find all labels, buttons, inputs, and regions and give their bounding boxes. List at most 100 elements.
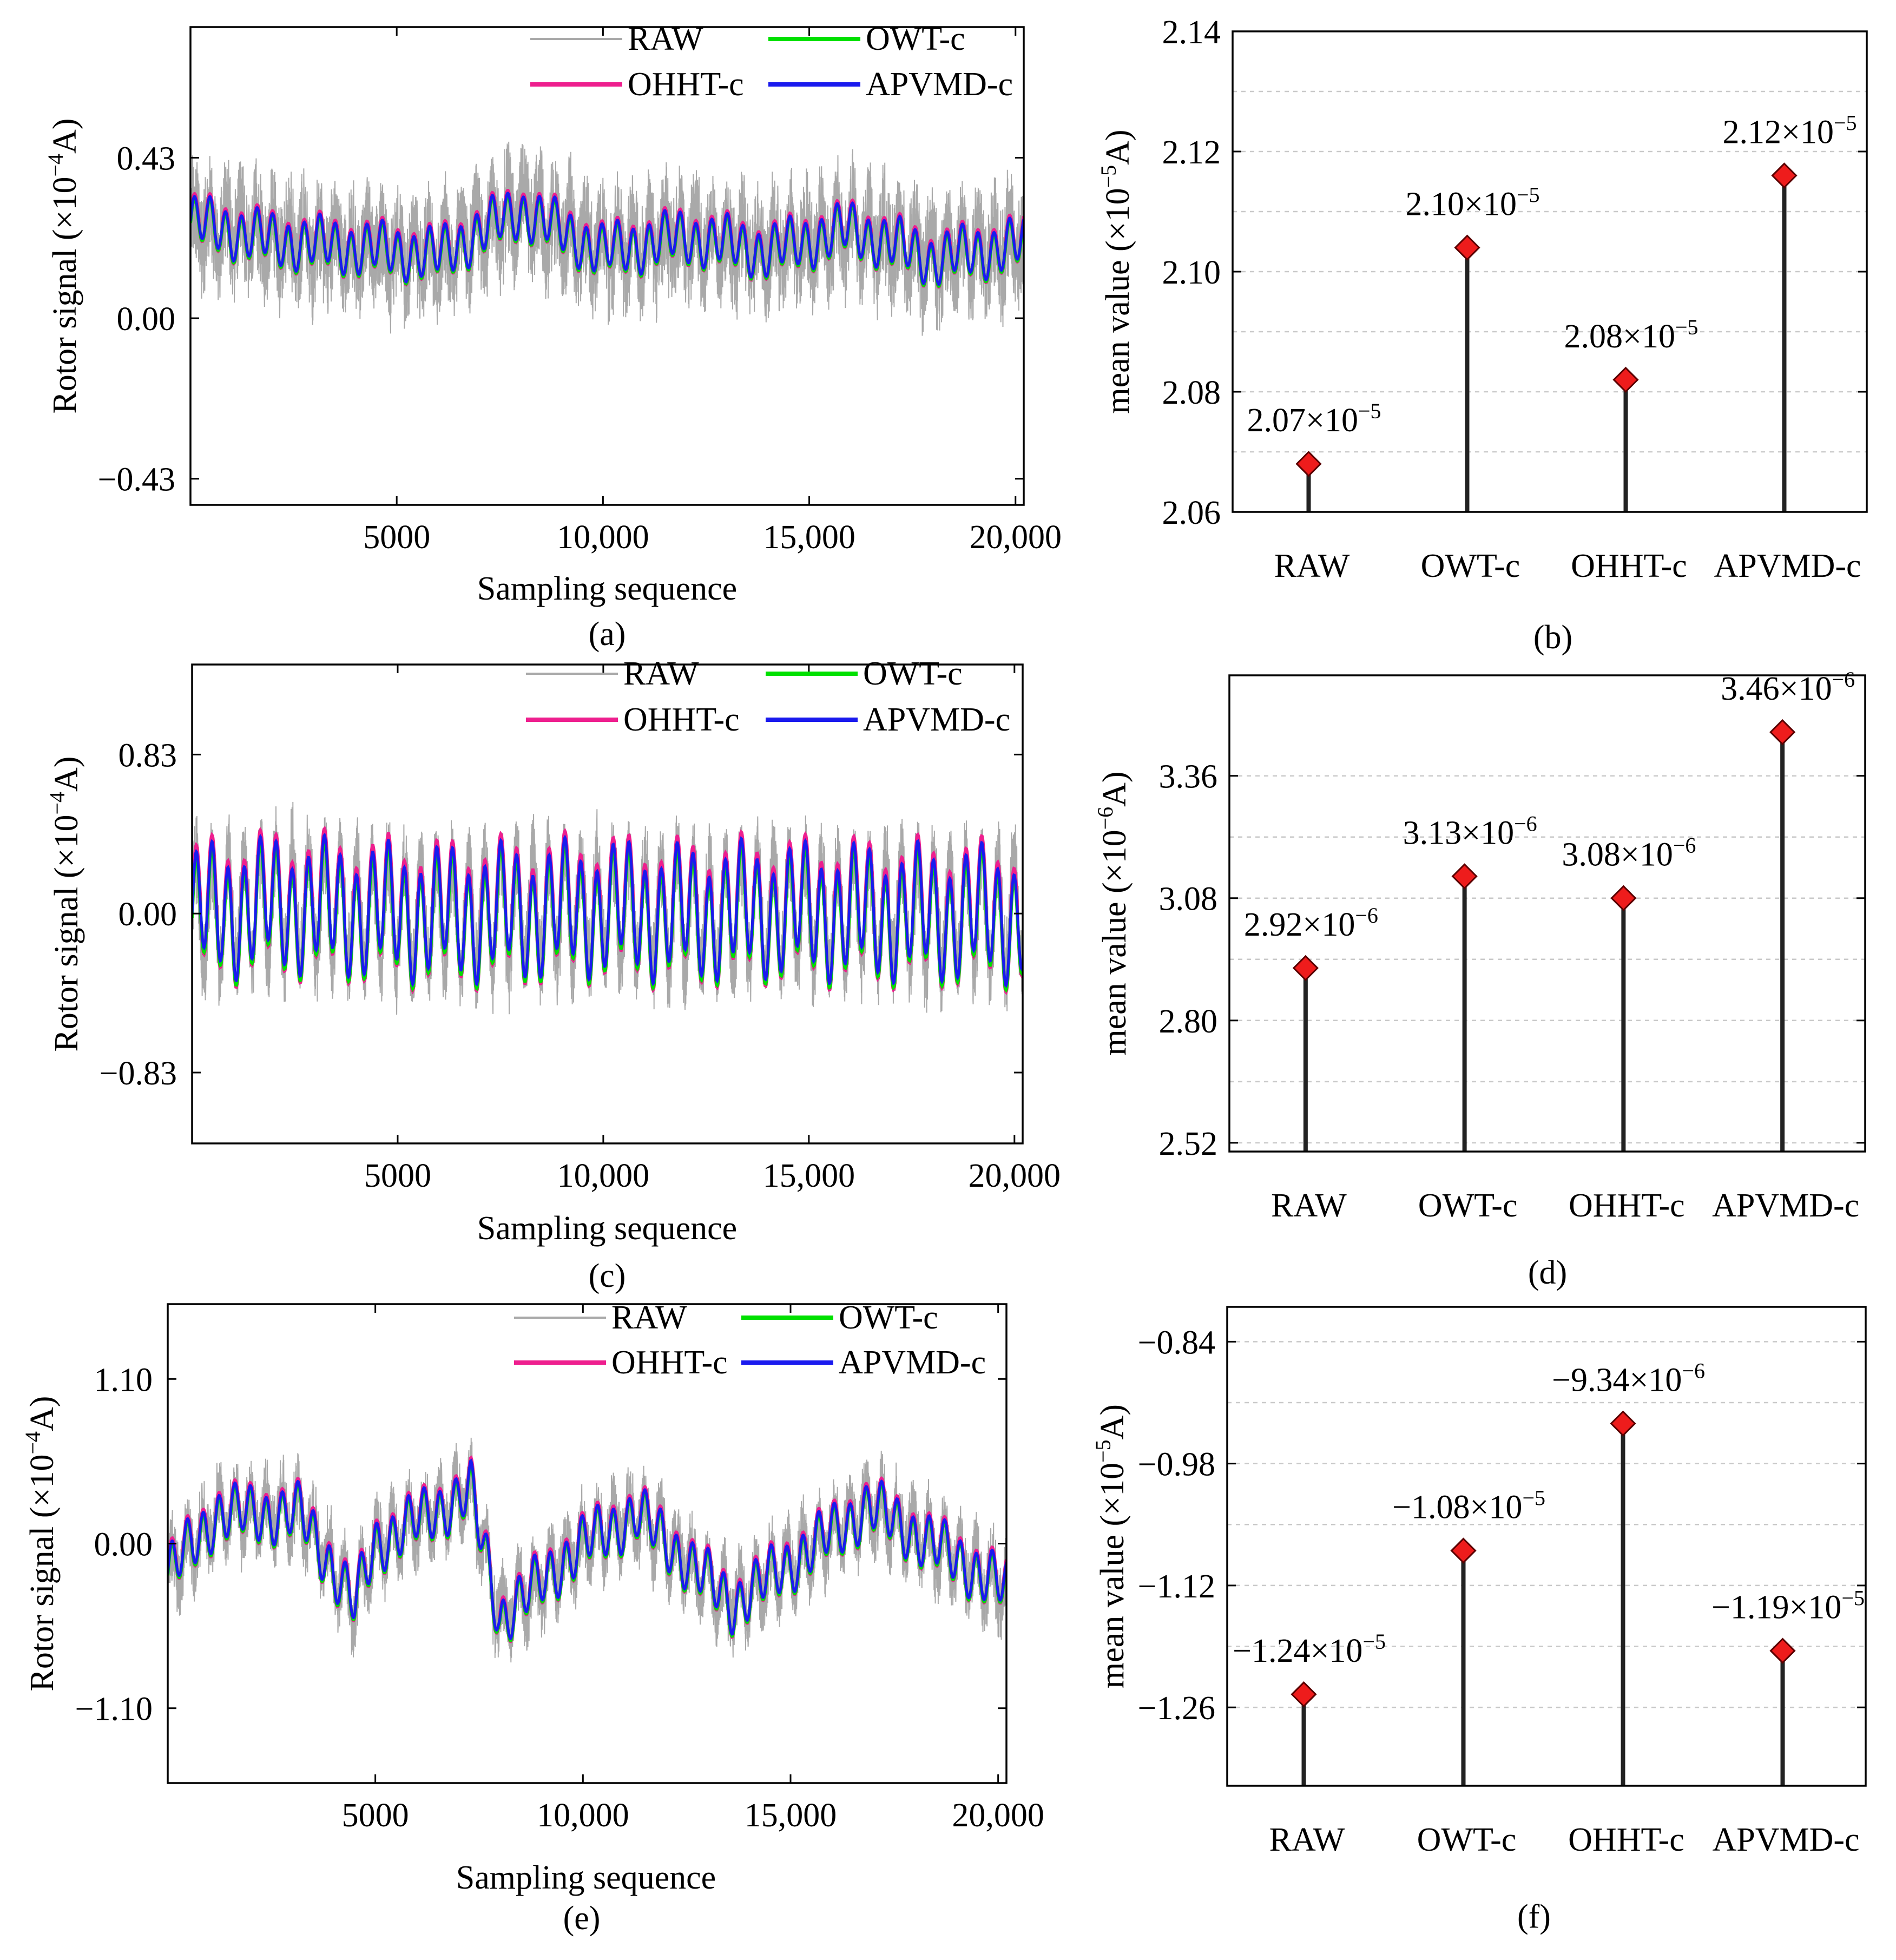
plot-frame xyxy=(191,663,1024,1145)
y-tick-label: 2.14 xyxy=(1162,14,1221,51)
value-label-OWT-c-mantissa: 3.13×10 xyxy=(1403,814,1514,851)
x-tick-label: 5000 xyxy=(363,519,430,556)
value-label-RAW: 2.92×10−6 xyxy=(1244,903,1378,943)
legend-label-ohht: OHHT-c xyxy=(623,701,740,738)
marker-RAW xyxy=(1292,955,1319,982)
y-axis-title-text-exponent: −4 xyxy=(45,792,69,815)
panel-a: 0.43 0.00 −0.43 5000 10,000 15,000 20,000 Sampl… xyxy=(43,21,1062,653)
value-label-OHHT-c: −9.34×10−6 xyxy=(1552,1359,1705,1399)
value-label-APVMD-c: 3.46×10−6 xyxy=(1721,667,1855,707)
x-tick-label: 20,000 xyxy=(969,1157,1061,1194)
x-tick-label: OHHT-c xyxy=(1569,1187,1685,1224)
panel-d: 2.92×10−6RAW3.13×10−6OWT-c3.08×10−6OHHT-… xyxy=(1093,667,1866,1291)
x-axis-title: Sampling sequence xyxy=(477,1210,737,1247)
y-tick-label: 1.10 xyxy=(94,1362,153,1398)
marker-APVMD-c xyxy=(1771,162,1798,189)
value-label-APVMD-c-mantissa: 2.12×10 xyxy=(1722,114,1833,150)
legend-item-raw: RAW xyxy=(526,655,699,692)
marker-APVMD-c xyxy=(1769,1637,1796,1664)
y-tick-label: 2.52 xyxy=(1159,1126,1218,1162)
legend-label-ohht: OHHT-c xyxy=(628,66,744,103)
value-label-OHHT-c: 2.08×10−5 xyxy=(1564,315,1698,355)
y-tick-label: 2.80 xyxy=(1159,1003,1218,1040)
y-axis-title-text: Rotor signal (×10−4A) xyxy=(21,1396,61,1692)
y-tick-label: −0.43 xyxy=(98,462,175,498)
y-tick-label: 3.36 xyxy=(1159,759,1218,795)
y-tick-label: 2.12 xyxy=(1162,134,1221,171)
panel-label: (c) xyxy=(589,1258,626,1294)
y-axis-title-text: mean value (×10−5A) xyxy=(1096,129,1136,413)
y-axis-title-text: mean value (×10−5A) xyxy=(1091,1404,1131,1688)
y-tick-label: −1.10 xyxy=(75,1691,153,1728)
value-label-OWT-c: 2.10×10−5 xyxy=(1405,183,1539,223)
legend-label-owt: OWT-c xyxy=(863,655,963,692)
panel-label: (f) xyxy=(1517,1898,1551,1935)
x-axis-title: Sampling sequence xyxy=(456,1859,716,1896)
plot-frame xyxy=(189,26,1025,506)
y-axis-title: mean value (×10−6A) xyxy=(1093,771,1133,1055)
y-tick-label: 0.00 xyxy=(119,896,177,933)
y-tick-label: 0.43 xyxy=(117,140,176,177)
y-tick-label: −0.83 xyxy=(100,1055,177,1092)
legend-item-owt: OWT-c xyxy=(768,21,965,57)
x-tick-label: APVMD-c xyxy=(1712,1821,1859,1858)
y-tick-label: 0.83 xyxy=(119,737,177,774)
value-label-APVMD-c-mantissa: 3.46×10 xyxy=(1721,670,1832,707)
panel-label: (a) xyxy=(589,616,626,653)
x-tick-label: 20,000 xyxy=(952,1797,1044,1834)
value-label-OWT-c-mantissa: 2.10×10 xyxy=(1405,186,1516,223)
legend-item-apvmd: APVMD-c xyxy=(741,1344,986,1381)
y-tick-label: 0.00 xyxy=(117,301,176,338)
x-axis-title: Sampling sequence xyxy=(477,570,737,607)
plot-area xyxy=(168,1437,1006,1663)
y-axis-title-text-tail: A) xyxy=(47,119,83,154)
legend-item-owt: OWT-c xyxy=(766,655,963,692)
value-label-OHHT-c: 3.08×10−6 xyxy=(1562,833,1696,873)
y-tick-label: −1.12 xyxy=(1138,1568,1215,1605)
y-axis-title-text-mantissa: Rotor signal (×10 xyxy=(48,815,85,1052)
y-tick-label: −0.98 xyxy=(1138,1446,1215,1483)
y-axis-title-text: Rotor signal (×10−4A) xyxy=(43,119,83,414)
marker-OHHT-c xyxy=(1612,366,1639,393)
x-tick-label: OWT-c xyxy=(1421,548,1520,584)
series-apvmd-line xyxy=(168,1458,1006,1640)
y-tick-label: 2.06 xyxy=(1162,495,1221,531)
y-axis-title: mean value (×10−5A) xyxy=(1091,1404,1131,1688)
value-label-APVMD-c-exponent: −6 xyxy=(1832,667,1855,692)
y-tick-label: 2.08 xyxy=(1162,374,1221,411)
series-apvmd-line xyxy=(190,192,1024,286)
series-raw-line xyxy=(168,1437,1006,1663)
value-label-APVMD-c: −1.19×10−5 xyxy=(1711,1586,1865,1626)
y-axis-title-text-tail: A) xyxy=(1096,771,1133,806)
marker-OWT-c xyxy=(1454,234,1480,261)
value-label-RAW: 2.07×10−5 xyxy=(1247,399,1381,439)
value-label-OWT-c-exponent: −5 xyxy=(1517,183,1540,207)
plot-frame xyxy=(1228,674,1866,1153)
y-axis-title-text: Rotor signal (×10−4A) xyxy=(45,757,85,1052)
panel-label: (d) xyxy=(1528,1254,1567,1291)
x-tick-label: OHHT-c xyxy=(1568,1821,1684,1858)
y-axis-title-text-tail: A) xyxy=(48,757,85,792)
value-label-RAW-exponent: −6 xyxy=(1355,903,1378,928)
value-label-APVMD-c-mantissa: −1.19×10 xyxy=(1711,1589,1841,1626)
legend-label-owt: OWT-c xyxy=(839,1299,938,1336)
y-tick-label: 2.10 xyxy=(1162,254,1221,291)
plot-area xyxy=(190,141,1024,336)
value-label-OHHT-c-exponent: −5 xyxy=(1675,315,1699,339)
y-axis-title: mean value (×10−5A) xyxy=(1096,129,1136,413)
y-tick-label: −0.84 xyxy=(1138,1324,1215,1361)
x-tick-label: OWT-c xyxy=(1417,1821,1517,1858)
value-label-OHHT-c-exponent: −6 xyxy=(1673,833,1696,858)
y-axis-title-text-exponent: −4 xyxy=(43,154,68,177)
legend-item-apvmd: APVMD-c xyxy=(768,66,1013,103)
x-tick-label: 5000 xyxy=(364,1157,431,1194)
y-axis-title: Rotor signal (×10−4A) xyxy=(45,757,85,1052)
panel-label: (e) xyxy=(563,1900,601,1937)
value-label-OWT-c-mantissa: −1.08×10 xyxy=(1392,1489,1522,1526)
y-axis-title-text-mantissa: mean value (×10 xyxy=(1100,188,1136,413)
x-tick-label: 15,000 xyxy=(745,1797,837,1834)
marker-RAW xyxy=(1291,1681,1317,1708)
y-axis-title-text-tail: A) xyxy=(1094,1404,1131,1439)
y-axis-title-text-tail: A) xyxy=(24,1396,61,1431)
legend-label-apvmd: APVMD-c xyxy=(863,701,1010,738)
